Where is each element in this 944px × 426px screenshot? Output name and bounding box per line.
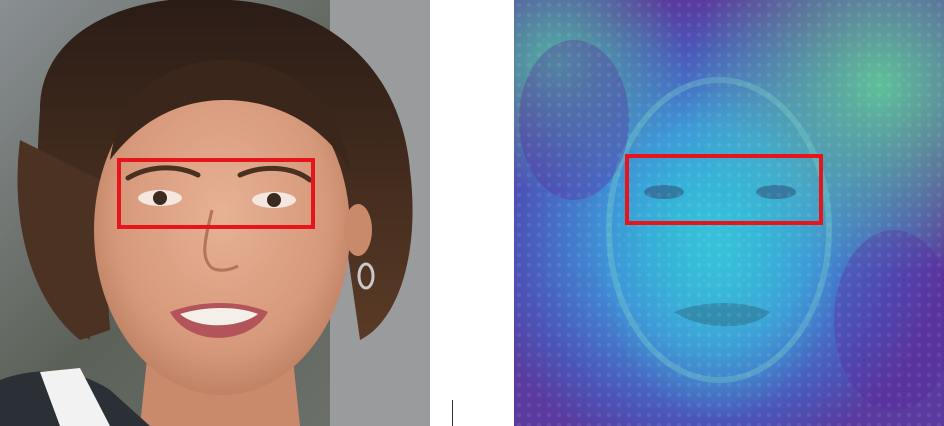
left-iris xyxy=(153,191,167,205)
right-iris xyxy=(267,193,281,207)
heatmap-grid-texture xyxy=(514,0,944,426)
face-photo xyxy=(0,0,430,426)
hair xyxy=(37,0,413,340)
right-ear xyxy=(344,204,372,256)
earring xyxy=(357,262,375,290)
face-photo-panel xyxy=(0,0,430,426)
teeth xyxy=(180,308,258,326)
hair-fringe xyxy=(110,60,350,170)
heatmap-panel xyxy=(514,0,944,426)
shirt-strap xyxy=(40,368,110,426)
attention-heatmap xyxy=(514,0,944,426)
left-eyebrow xyxy=(125,165,201,181)
text-cursor xyxy=(452,400,453,426)
hair-left-strands xyxy=(17,140,110,340)
right-eyebrow xyxy=(237,165,313,183)
nose xyxy=(203,209,239,272)
face xyxy=(94,65,350,395)
